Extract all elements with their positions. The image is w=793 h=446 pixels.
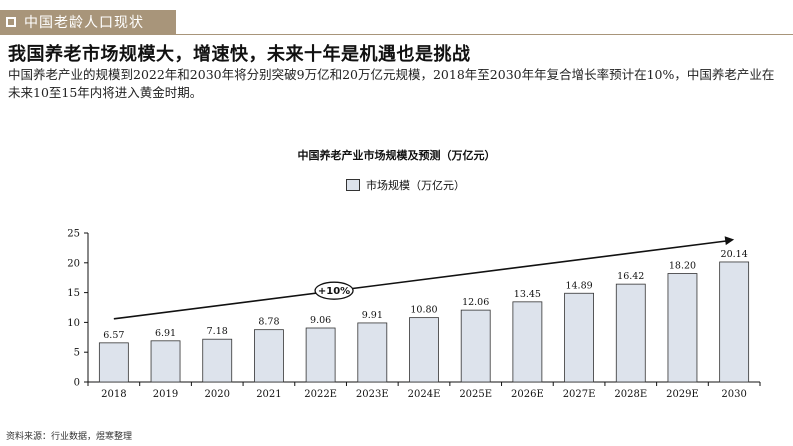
x-tick-label: 2028E: [614, 389, 647, 400]
bar: [460, 309, 491, 383]
trend-arrow-line: [113, 239, 729, 320]
source-note: 资料来源：行业数据，煜寒整理: [6, 432, 133, 442]
header-divider: [0, 34, 793, 35]
legend-label: 市场规模（万亿元）: [366, 179, 465, 192]
legend-swatch: [346, 179, 360, 191]
bar-value-label: 12.06: [462, 297, 489, 308]
x-tick-label: 2021: [256, 389, 281, 400]
bar-value-label: 9.06: [310, 315, 331, 326]
bar-value-label: 16.42: [617, 271, 644, 282]
trend-arrow-head: [724, 236, 735, 246]
x-tick-label: 2025E: [459, 389, 492, 400]
section-header-bar: 中国老龄人口现状: [0, 10, 176, 34]
x-tick-label: 2030: [721, 389, 746, 400]
bar: [254, 329, 284, 383]
bar: [719, 261, 750, 383]
bar-value-label: 8.78: [258, 317, 279, 328]
y-tick-label: 15: [67, 288, 80, 299]
bar-value-label: 14.89: [565, 280, 592, 291]
bar-value-label: 20.14: [721, 249, 748, 260]
bar-value-label: 13.45: [514, 289, 541, 300]
bar-value-label: 9.91: [362, 310, 383, 321]
y-tick-label: 25: [67, 229, 80, 240]
bar-value-label: 6.91: [155, 328, 176, 339]
chart-legend: 市场规模（万亿元）: [346, 177, 465, 193]
summary-paragraph: 中国养老产业的规模到2022年和2030年将分别突破9万亿和20万亿元规模，20…: [8, 67, 775, 100]
bar: [202, 338, 233, 383]
bar: [512, 301, 543, 383]
x-tick-label: 2029E: [666, 389, 699, 400]
bar: [305, 327, 336, 383]
x-tick-label: 2018: [101, 389, 126, 400]
bar: [150, 340, 181, 383]
square-icon: [6, 17, 16, 27]
bar-value-label: 6.57: [103, 330, 124, 341]
x-tick-label: 2024E: [408, 389, 441, 400]
x-tick-label: 2019: [153, 389, 178, 400]
growth-label-badge: [314, 281, 354, 300]
x-tick-label: 2026E: [511, 389, 544, 400]
x-tick-label: 2022E: [304, 389, 337, 400]
chart-title: 中国养老产业市场规模及预测（万亿元）: [297, 149, 496, 162]
y-tick-label: 10: [67, 318, 80, 329]
bar-value-label: 10.80: [410, 305, 437, 316]
growth-label-text: +10%: [318, 286, 350, 297]
bar-value-label: 18.20: [669, 261, 696, 272]
bar-value-label: 7.18: [207, 326, 228, 337]
bar: [667, 273, 698, 383]
section-title: 中国老龄人口现状: [24, 15, 144, 31]
bar: [357, 322, 388, 383]
x-tick-label: 2020: [205, 389, 230, 400]
page-headline: 我国养老市场规模大，增速快，未来十年是机遇也是挑战: [8, 44, 471, 65]
bar: [564, 292, 594, 383]
y-tick-label: 20: [67, 258, 80, 269]
x-tick-label: 2023E: [356, 389, 389, 400]
bar: [615, 283, 646, 383]
bar: [409, 317, 439, 383]
y-tick-label: 5: [74, 348, 80, 359]
x-tick-label: 2027E: [563, 389, 596, 400]
y-tick-label: 0: [74, 378, 80, 389]
bar: [98, 342, 129, 383]
